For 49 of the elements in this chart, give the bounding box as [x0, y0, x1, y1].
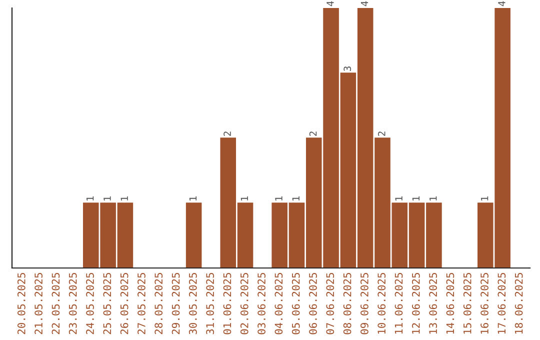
- data-label: 1: [292, 196, 300, 200]
- data-label: 1: [86, 196, 94, 200]
- x-tick-label: 02.06.2025: [240, 273, 248, 334]
- x-tick-label: 31.05.2025: [206, 273, 214, 334]
- x-tick-label: 01.06.2025: [223, 273, 232, 334]
- data-label: 1: [120, 196, 128, 200]
- x-tick-label: 28.05.2025: [154, 273, 163, 334]
- x-tick-label: 09.06.2025: [360, 273, 368, 334]
- data-label: 4: [498, 1, 506, 6]
- x-tick-label: 06.06.2025: [309, 273, 317, 334]
- data-label: 1: [395, 196, 402, 200]
- data-label: 4: [360, 1, 368, 6]
- x-tick-label: 11.06.2025: [394, 273, 403, 334]
- x-tick-label: 14.06.2025: [446, 273, 454, 334]
- x-tick-label: 12.06.2025: [412, 273, 420, 334]
- data-label: 1: [104, 196, 111, 200]
- data-label: 2: [309, 132, 317, 136]
- data-label: 1: [412, 196, 420, 200]
- x-tick-label: 24.05.2025: [86, 273, 94, 334]
- data-label: 3: [344, 66, 352, 71]
- x-tick-label: 08.06.2025: [343, 273, 352, 334]
- x-tick-label: 25.05.2025: [103, 273, 112, 334]
- x-tick-label: 22.05.2025: [52, 273, 60, 334]
- x-tick-label: 13.06.2025: [429, 273, 437, 334]
- x-tick-label: 17.06.2025: [498, 273, 506, 334]
- x-tick-label: 23.05.2025: [68, 273, 77, 334]
- x-tick-label: 04.06.2025: [274, 273, 283, 334]
- x-tick-label: 27.05.2025: [138, 273, 146, 334]
- data-label: 1: [430, 196, 437, 200]
- data-label: 1: [481, 196, 488, 200]
- data-label: 1: [240, 196, 248, 200]
- x-tick-label: 29.05.2025: [172, 273, 180, 334]
- x-tick-label: 05.06.2025: [292, 273, 300, 334]
- data-label: 1: [189, 196, 197, 200]
- data-label: 2: [224, 132, 231, 136]
- x-tick-label: 18.06.2025: [514, 273, 523, 334]
- x-tick-label: 16.06.2025: [480, 273, 488, 334]
- data-label: 1: [275, 196, 282, 200]
- data-label: 4: [326, 1, 334, 6]
- x-tick-label: 26.05.2025: [120, 273, 128, 334]
- x-tick-label: 30.05.2025: [188, 273, 197, 334]
- x-tick-label: 03.06.2025: [258, 273, 266, 334]
- x-tick-label: 07.06.2025: [326, 273, 334, 334]
- data-label: 2: [378, 132, 386, 136]
- x-tick-label: 15.06.2025: [463, 273, 472, 334]
- x-tick-label: 20.05.2025: [17, 273, 26, 334]
- x-tick-label: 21.05.2025: [34, 273, 42, 334]
- bar: [186, 202, 202, 268]
- x-tick-label: 10.06.2025: [378, 273, 386, 334]
